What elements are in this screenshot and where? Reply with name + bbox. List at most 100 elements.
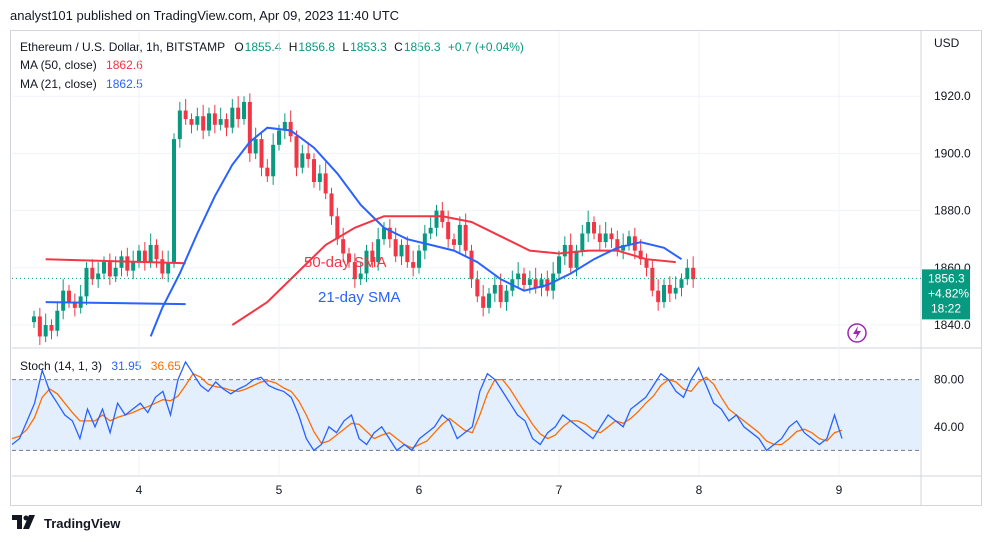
candle-body [271,144,276,177]
candle-body [72,302,77,308]
candle-body [37,316,42,337]
candle-body [539,279,544,288]
candle-body [259,139,264,168]
candle-body [172,139,176,263]
candle-body [364,250,369,274]
candle-body [562,244,567,257]
candle-body [90,267,95,280]
tradingview-logo-icon[interactable] [12,515,38,532]
candle-body [142,250,147,263]
candle-body [329,193,334,217]
x-tick-label: 5 [276,483,283,497]
candle-body [452,239,456,245]
stoch-legend[interactable]: Stoch (14, 1, 3) 31.95 36.65 [20,359,181,373]
candle-body [667,284,672,294]
candle-body [527,279,532,285]
stoch-k-line [11,360,843,452]
stoch-d-value: 36.65 [150,359,181,373]
candle-body [113,267,118,277]
candle-body [376,239,381,263]
candle-body [137,250,141,263]
candle-body [422,233,427,251]
candle-body [277,130,281,145]
candle-body [218,119,223,125]
x-tick-label: 8 [696,483,703,497]
sma50-annotation: 50-day SMA [304,254,387,271]
stoch-band [12,379,921,451]
candle-body [650,267,655,291]
last-price-value: 1856.3 [928,271,965,285]
candle-body [428,227,433,234]
candle-body [236,107,241,120]
candle-body [662,284,666,303]
candle-body [487,293,491,308]
candle-body [463,224,468,251]
candle-body [469,250,474,280]
x-tick-label: 9 [836,483,843,497]
candle-body [568,244,573,268]
candle-body [49,325,54,331]
candle-body [382,227,386,240]
candle-body [317,173,322,182]
candle-body [387,227,392,240]
candle-body [335,216,340,240]
candle-body [673,287,678,294]
candle-body [621,244,626,251]
lightning-bolt-icon [853,326,861,340]
footer-brand: TradingView [44,516,121,531]
candle-body [154,244,159,260]
publish-info: analyst101 published on TradingView.com,… [10,8,400,23]
last-price-change: +4.82% [928,286,969,300]
candle-body [96,273,101,280]
last-price-badge [922,269,970,320]
high-label: H [288,40,298,54]
candle-body [102,262,106,274]
sma21-annotation: 21-day SMA [318,289,401,306]
candle-body [288,121,293,137]
sma50-marker-line [45,258,186,265]
candle-body [61,290,66,311]
stoch-k-value: 31.95 [111,359,142,373]
candle-body [533,279,538,288]
candle-body [399,244,404,257]
candle-body [148,244,153,263]
candle-body [294,136,299,168]
candle-body [475,279,480,297]
candle-body [656,290,661,303]
candle-body [434,210,439,228]
candle-body [125,256,130,271]
candle-body [411,262,416,268]
ma50-legend[interactable]: MA (50, close) 1862.6 [20,58,143,72]
candle-body [201,116,206,131]
stoch-y-tick-label: 40.00 [934,420,964,434]
open-label: O [234,40,244,54]
candle-body [253,139,258,154]
footer: TradingView [12,515,120,532]
close-value: 1856.3 [403,40,441,54]
candle-body [638,250,643,260]
low-label: L [342,40,350,54]
candle-body [131,262,136,271]
ma21-legend[interactable]: MA (21, close) 1862.5 [20,77,143,91]
stoch-y-tick-label: 80.00 [934,373,964,387]
candle-body [597,233,602,243]
candle-body [55,310,60,331]
close-label: C [394,40,403,54]
candle-body [242,101,246,120]
stoch-label: Stoch (14, 1, 3) [20,359,103,373]
ma21-line [149,126,683,337]
candle-body [282,121,287,131]
candle-body [189,119,194,125]
candle-body [603,233,608,243]
candle-body [195,116,200,125]
candle-body [32,316,36,323]
candle-body [580,233,585,251]
x-tick-label: 6 [416,483,423,497]
candle-body [230,107,235,128]
candle-body [393,239,398,257]
symbol-name[interactable]: Ethereum / U.S. Dollar, 1h, BITSTAMP [20,40,225,54]
lightning-circle-icon [847,323,867,343]
candle-body [370,250,375,263]
low-value: 1853.3 [350,40,387,54]
